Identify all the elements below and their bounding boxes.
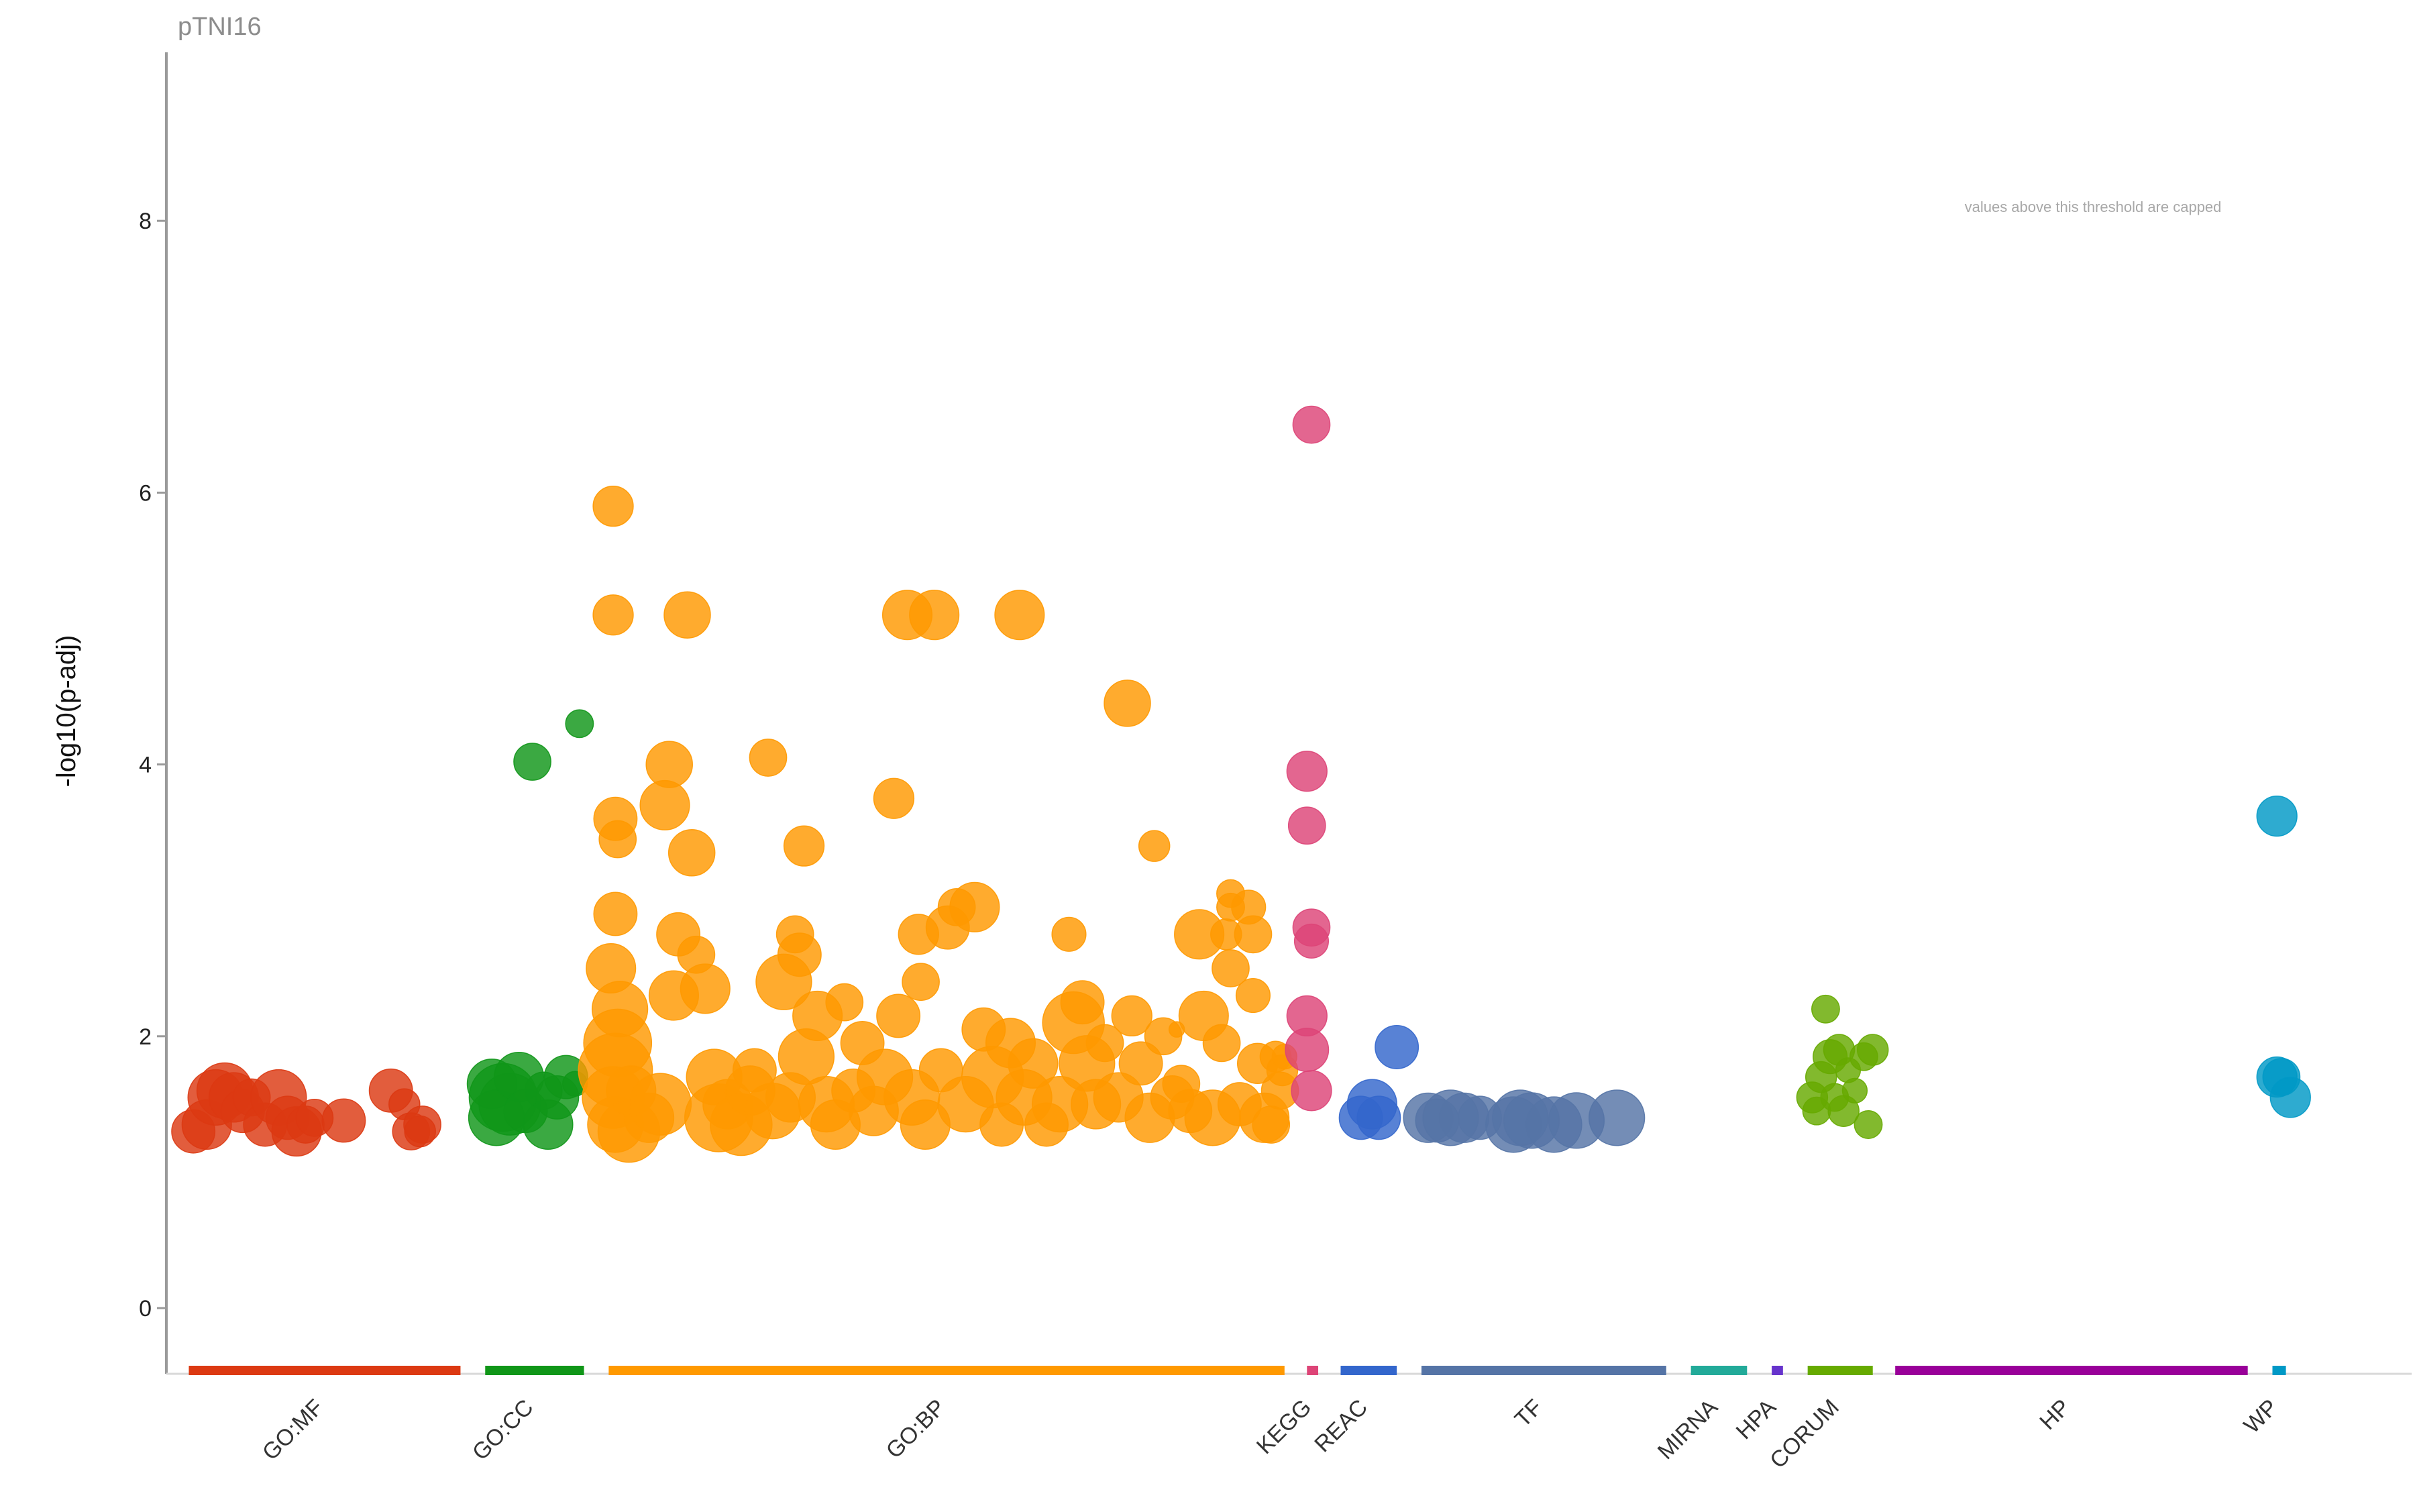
data-point-gobp [629,1073,692,1136]
data-point-gobp [783,825,825,867]
data-point-gomf [321,1098,366,1143]
data-point-gobp [1008,1038,1059,1089]
category-label-corum: CORUM [1765,1395,1844,1474]
category-label-gocc: GO:CC [468,1395,539,1466]
data-point-gobp [598,820,637,859]
data-point-gobp [1104,680,1151,727]
data-point-gobp [825,983,864,1022]
category-bar-gobp [608,1366,1285,1375]
data-point-gobp [1111,995,1152,1037]
data-point-wp [2256,795,2298,837]
data-point-gobp [1051,916,1087,952]
category-bar-gocc [485,1366,584,1375]
category-bar-hpa [1772,1366,1783,1375]
category-bar-mirna [1690,1366,1748,1375]
category-label-hpa: HPA [1731,1395,1782,1445]
data-point-kegg [1293,923,1330,959]
data-point-gobp [592,486,634,527]
category-bar-wp [2272,1366,2286,1375]
data-point-gobp [592,594,634,636]
data-point-reac [1356,1095,1401,1140]
category-label-mirna: MIRNA [1653,1395,1723,1465]
data-point-gobp [777,932,822,977]
y-tick-label: 8 [139,209,152,234]
category-bar-kegg [1307,1366,1319,1375]
y-tick-label: 2 [139,1024,152,1050]
data-point-gobp [680,963,731,1014]
y-tick-label: 4 [139,753,152,778]
data-point-gobp [909,590,960,641]
category-bars [189,1366,2286,1375]
data-point-tf [1589,1089,1646,1146]
data-point-corum [1841,1077,1868,1103]
data-point-gobp [1085,1024,1124,1063]
category-label-tf: TF [1510,1395,1548,1432]
data-point-gobp [749,739,788,777]
data-point-gobp [1252,1105,1291,1144]
data-point-gobp [1212,949,1250,987]
data-point-kegg [1287,806,1326,845]
y-axis-ticks: 02468101214>16 [139,209,166,1321]
category-bar-corum [1807,1366,1873,1375]
y-axis-label: -log10(p-adj) [52,635,81,788]
data-point-kegg [1291,1070,1332,1112]
data-point-gobp [876,993,921,1038]
data-point-gobp [1234,915,1273,954]
data-point-kegg [1292,405,1331,444]
data-point-reac [1375,1025,1419,1069]
data-point-corum [1811,994,1840,1024]
data-point-gobp [663,591,711,639]
category-bar-gomf [189,1366,461,1375]
data-point-gobp [873,777,915,819]
category-bar-tf [1421,1366,1666,1375]
cap-threshold-note: values above this threshold are capped [1965,199,2222,215]
category-bar-reac [1340,1366,1397,1375]
data-points [171,405,2311,1163]
data-point-wp [2269,1077,2311,1118]
category-bar-hp [1895,1366,2248,1375]
data-point-gobp [667,829,716,877]
category-label-wp: WP [2239,1395,2284,1439]
data-point-kegg [1285,1028,1330,1073]
data-point-gocc [565,709,594,739]
category-label-kegg: KEGG [1252,1395,1316,1459]
data-point-corum [1856,1034,1889,1066]
y-tick-label: 6 [139,480,152,506]
data-point-gocc [513,743,551,781]
data-point-gobp [645,741,693,788]
data-point-gobp [1118,1041,1163,1086]
data-point-gobp [994,590,1045,641]
data-point-corum [1854,1110,1883,1139]
data-point-gobp [593,892,638,936]
y-tick-label: 0 [139,1296,152,1321]
axes [165,52,2412,1375]
data-point-gobp [1202,1024,1241,1063]
category-label-hp: HP [2035,1395,2075,1435]
data-point-gobp [902,963,940,1002]
category-label-gobp: GO:BP [881,1395,951,1464]
data-point-gobp [1138,830,1171,862]
data-point-gomf [404,1115,436,1148]
data-point-gobp [1235,977,1271,1014]
category-label-gomf: GO:MF [258,1395,329,1466]
data-point-gobp [949,881,1000,932]
data-point-kegg [1286,751,1328,792]
data-point-gobp [1060,980,1105,1025]
data-point-gobp [639,779,690,830]
category-label-reac: REAC [1309,1395,1373,1458]
chart-title: pTNI16 [178,13,262,41]
